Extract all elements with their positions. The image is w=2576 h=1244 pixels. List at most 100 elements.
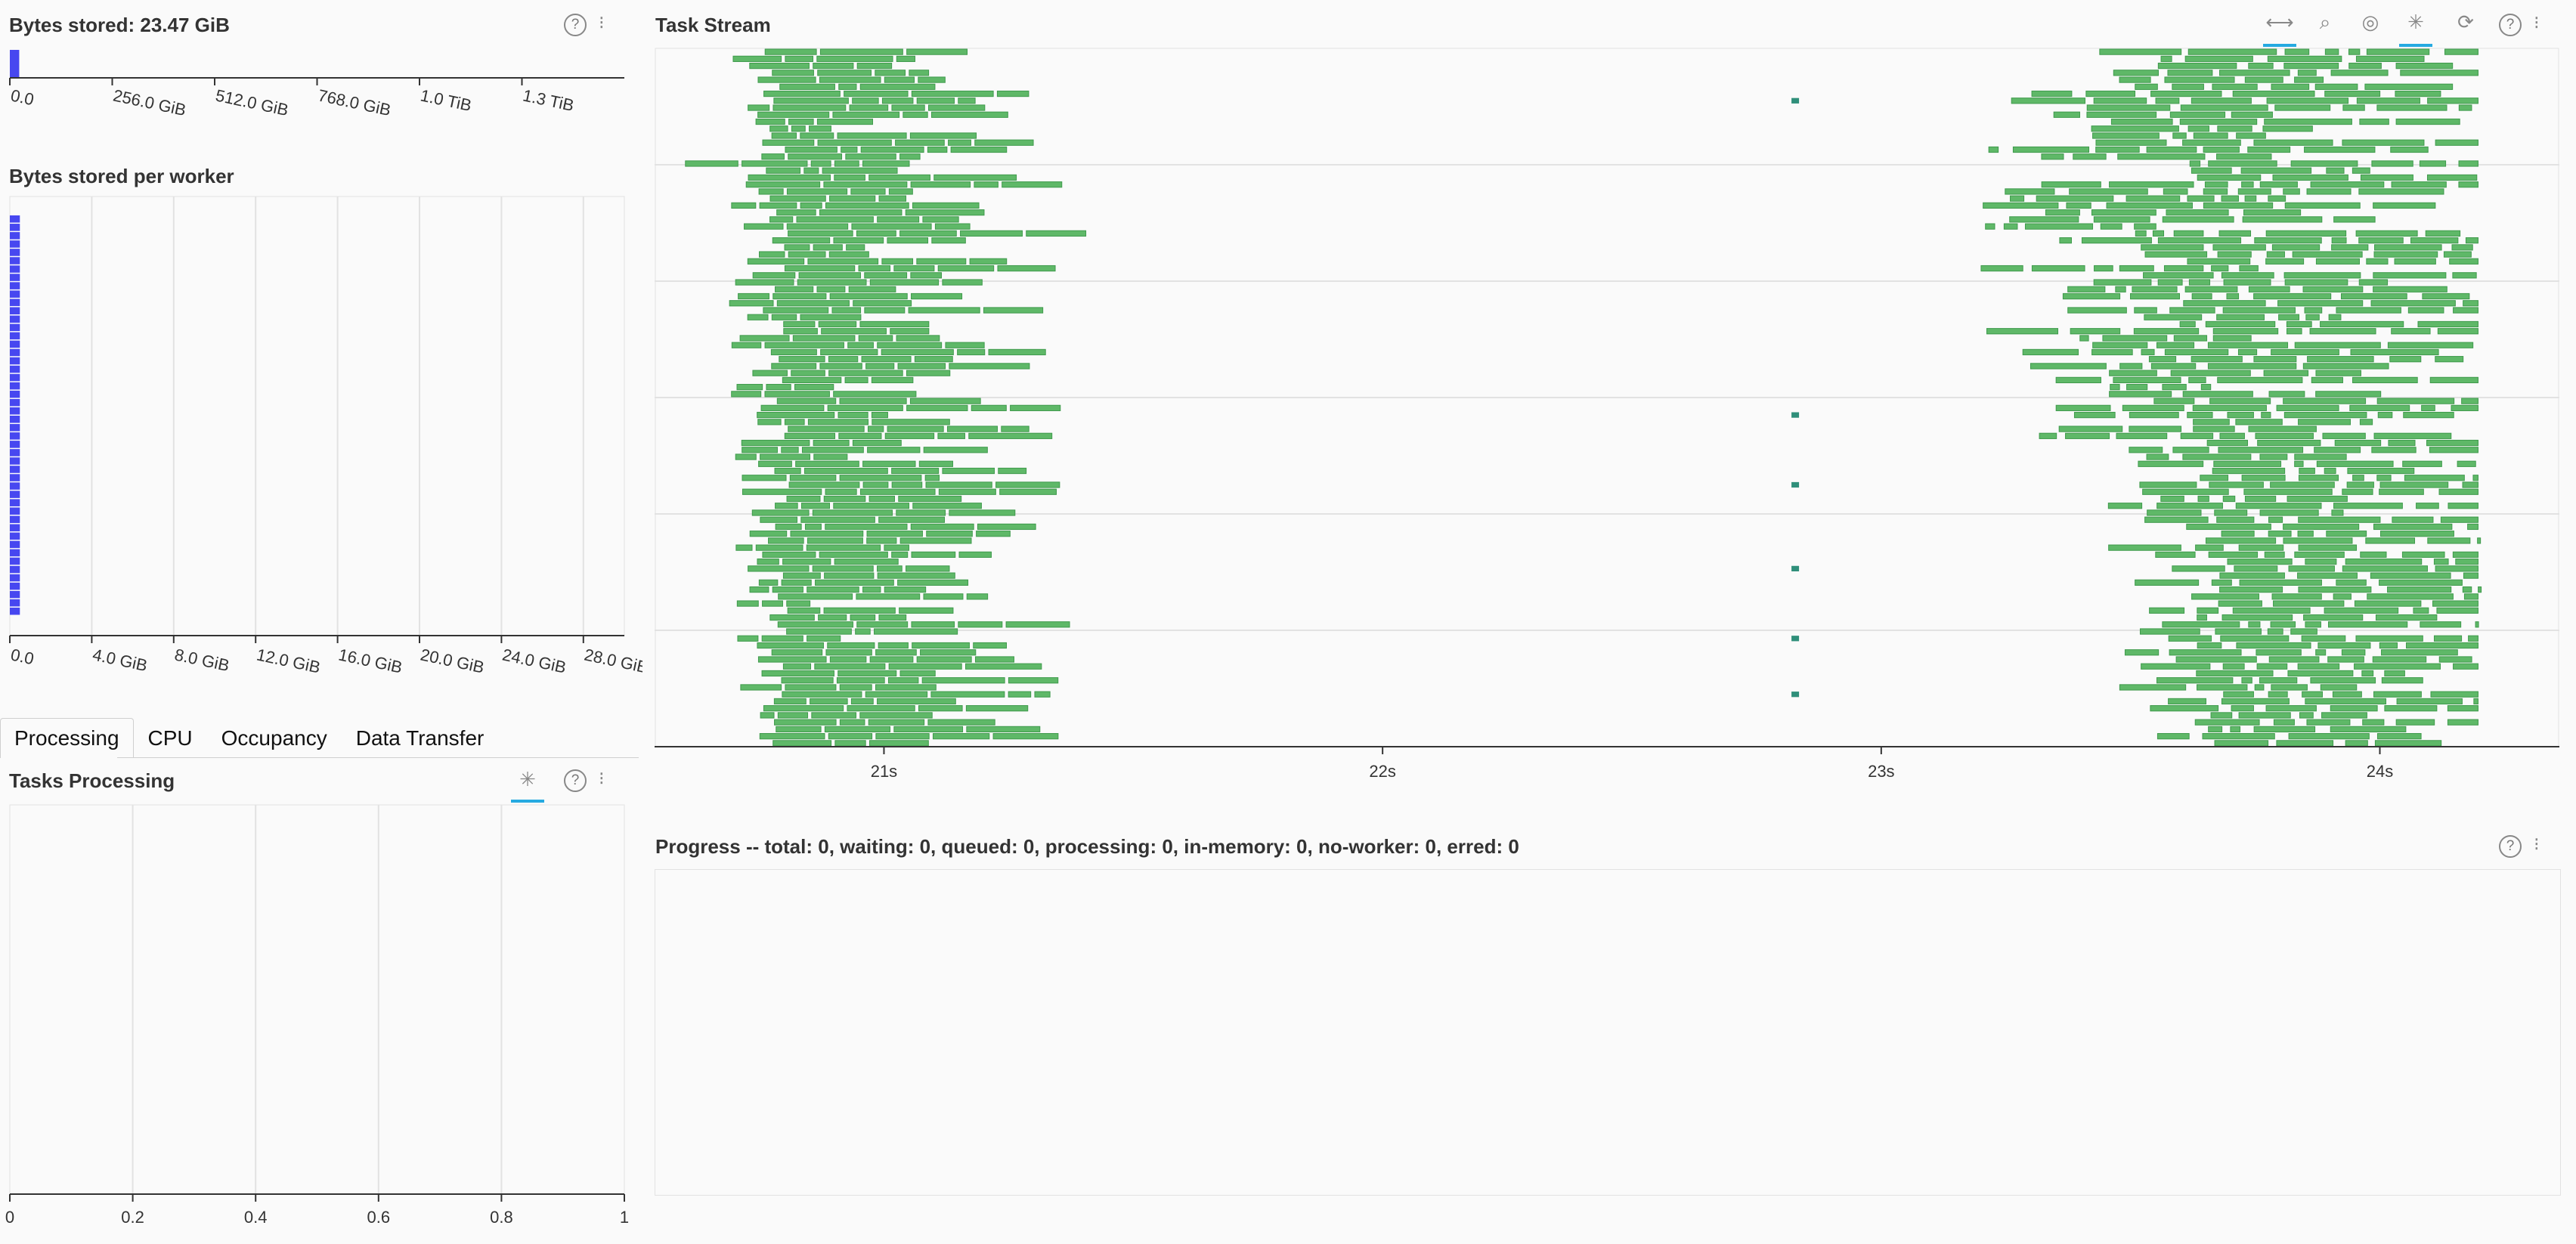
task-rect	[2298, 516, 2381, 523]
task-rect	[2473, 698, 2478, 705]
task-rect	[819, 76, 881, 83]
tab-cpu[interactable]: CPU	[147, 726, 193, 750]
task-rect	[2287, 495, 2348, 503]
task-rect	[2223, 691, 2254, 698]
task-rect	[891, 104, 925, 111]
tab-processing[interactable]: Processing	[0, 718, 134, 758]
task-rect	[2205, 320, 2276, 328]
task-rect	[2200, 384, 2212, 391]
task-rect	[2287, 328, 2302, 335]
task-rect	[2324, 48, 2339, 55]
task-rect	[758, 251, 785, 258]
task-rect	[2345, 740, 2368, 747]
task-rect	[757, 111, 830, 118]
task-rect	[2379, 488, 2424, 495]
task-rect	[867, 447, 921, 453]
task-rect	[773, 97, 849, 104]
wheel-zoom-icon[interactable]: ◎	[2361, 11, 2379, 33]
task-rect	[828, 733, 873, 740]
task-rect	[2172, 132, 2187, 139]
task-rect	[2256, 649, 2302, 656]
task-rect	[757, 656, 827, 663]
task-rect	[2376, 733, 2422, 740]
task-rect	[867, 425, 884, 432]
task-rect	[877, 342, 943, 348]
x-tick-label: 256.0 GiB	[111, 85, 187, 119]
task-rect	[864, 307, 906, 314]
task-rect	[834, 740, 866, 747]
task-rect	[866, 537, 897, 544]
menu-icon[interactable]: ⁝	[599, 769, 605, 789]
task-rect	[2387, 586, 2452, 593]
task-rect	[2265, 705, 2317, 712]
task-rect	[2124, 649, 2160, 656]
task-rect	[2079, 335, 2089, 342]
task-rect	[891, 481, 923, 488]
tab-occupancy[interactable]: Occupancy	[221, 726, 327, 750]
worker-bar	[10, 565, 20, 574]
tap-tool-icon[interactable]: ✳	[511, 768, 544, 803]
task-rect	[884, 76, 915, 83]
menu-icon[interactable]: ⁝	[599, 13, 605, 33]
task-rect	[2134, 307, 2157, 314]
task-rect	[2209, 398, 2271, 404]
worker-bar	[10, 390, 20, 398]
box-zoom-icon[interactable]: ⌕	[2319, 11, 2331, 33]
task-rect	[2238, 712, 2291, 719]
help-icon[interactable]: ?	[2499, 14, 2522, 36]
task-rect	[846, 244, 865, 251]
task-rect	[2320, 320, 2404, 328]
task-rect	[2346, 481, 2374, 488]
transfer-rect	[1791, 565, 1800, 571]
task-rect	[776, 209, 816, 216]
task-rect	[2160, 55, 2172, 62]
task-rect	[771, 363, 817, 370]
task-rect	[786, 223, 849, 230]
task-rect	[2372, 656, 2427, 663]
task-rect	[783, 328, 818, 335]
menu-icon[interactable]: ⁝	[2534, 13, 2540, 33]
task-rect	[834, 559, 899, 565]
tap-tool-icon[interactable]: ✳	[2399, 11, 2432, 47]
worker-bar	[10, 424, 20, 432]
task-rect	[2067, 307, 2127, 314]
task-rect	[862, 481, 889, 488]
task-rect	[918, 705, 963, 712]
task-rect	[2219, 572, 2285, 579]
task-rect	[781, 447, 799, 453]
task-rect	[782, 559, 831, 565]
task-rect	[2138, 460, 2204, 467]
task-rect	[2109, 370, 2157, 376]
worker-bar	[10, 524, 20, 532]
tab-data-transfer[interactable]: Data Transfer	[355, 726, 485, 750]
task-rect	[850, 614, 876, 621]
task-rect	[2172, 83, 2204, 90]
task-rect	[2294, 460, 2304, 467]
task-rect	[770, 348, 817, 356]
task-rect	[2197, 614, 2207, 621]
task-rect	[2331, 509, 2344, 516]
pan-tool-icon[interactable]: ⟷	[2263, 11, 2296, 47]
help-icon[interactable]: ?	[564, 14, 587, 36]
menu-icon[interactable]: ⁝	[2534, 834, 2540, 855]
task-rect	[784, 432, 836, 439]
task-rect	[2148, 356, 2177, 363]
task-rect	[2392, 516, 2434, 523]
task-rect	[838, 432, 882, 439]
task-rect	[2264, 118, 2352, 125]
task-rect	[960, 230, 1023, 237]
task-rect	[2240, 167, 2312, 174]
task-rect	[2440, 516, 2478, 523]
task-rect	[763, 705, 844, 712]
task-rect	[775, 286, 814, 292]
task-rect	[744, 223, 784, 230]
x-tick-label: 0.2	[121, 1208, 144, 1227]
help-icon[interactable]: ?	[2499, 835, 2522, 858]
task-rect	[2227, 411, 2254, 419]
task-rect	[737, 635, 759, 642]
task-rect	[2227, 559, 2293, 565]
task-rect	[2381, 677, 2423, 684]
reset-icon[interactable]: ⟳	[2457, 11, 2474, 33]
help-icon[interactable]: ?	[564, 769, 587, 792]
task-rect	[758, 579, 779, 586]
